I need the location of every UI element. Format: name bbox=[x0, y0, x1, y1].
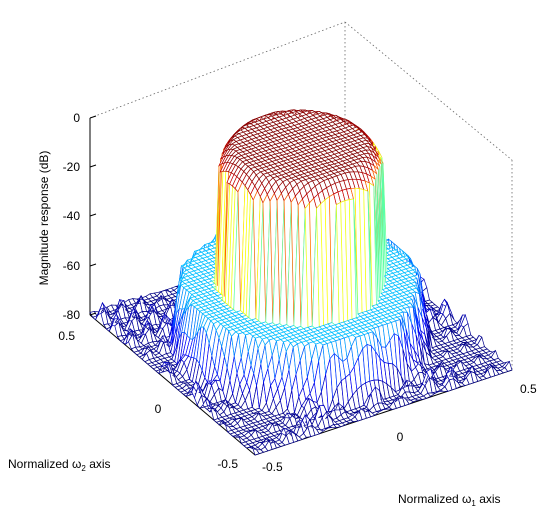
surface-mesh bbox=[89, 109, 513, 456]
x-tick-label: -0.5 bbox=[262, 460, 283, 474]
x-tick-label: 0.5 bbox=[520, 382, 537, 396]
z-tick-label: -60 bbox=[63, 259, 81, 273]
z-axis-ticks: 0 -20 -40 -60 -80 bbox=[63, 111, 97, 322]
z-tick-label: -40 bbox=[63, 209, 81, 223]
x-axis-label: Normalized ω1 axis bbox=[398, 492, 501, 508]
z-axis-label: Magnitude response (dB) bbox=[37, 151, 51, 286]
y-axis-label: Normalized ω2 axis bbox=[8, 457, 111, 473]
z-tick-label: -20 bbox=[63, 160, 81, 174]
x-tick-label: 0 bbox=[397, 430, 404, 444]
surface-cell bbox=[504, 360, 513, 372]
x-axis-ticks: -0.5 0 0.5 bbox=[262, 382, 537, 474]
y-tick-label: 0 bbox=[155, 402, 162, 416]
y-tick-label: -0.5 bbox=[217, 457, 238, 471]
y-tick-label: 0.5 bbox=[58, 329, 75, 343]
z-tick-label: -80 bbox=[63, 308, 81, 322]
y-axis-ticks: 0.5 0 -0.5 bbox=[58, 329, 238, 471]
z-tick-label: 0 bbox=[73, 111, 80, 125]
